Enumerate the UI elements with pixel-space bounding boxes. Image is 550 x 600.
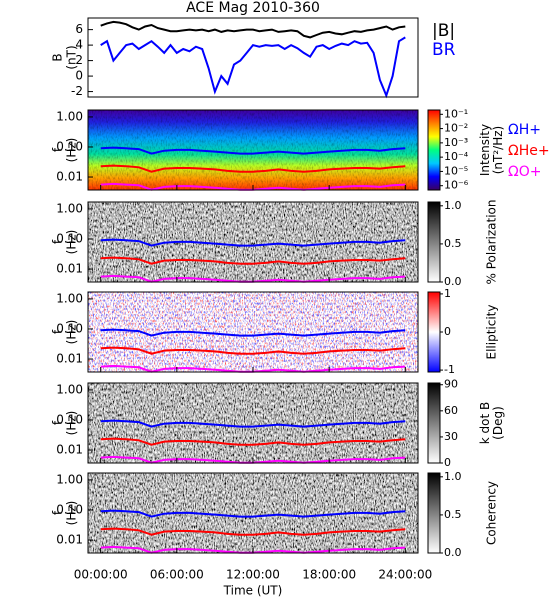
y-tick-label: 2 bbox=[75, 53, 83, 67]
y-axis-label: B bbox=[51, 53, 65, 61]
legend-label: ΩH+ bbox=[508, 122, 541, 138]
y-tick-label: 0.10 bbox=[56, 502, 83, 516]
colorbar-tick-label: 0.5 bbox=[444, 237, 462, 250]
colorbar-tick-label: 60 bbox=[444, 404, 458, 417]
series-line bbox=[100, 20, 406, 39]
series-line bbox=[100, 164, 406, 173]
y-tick-label: 0.01 bbox=[56, 443, 83, 457]
y-tick-label: 6 bbox=[75, 22, 83, 36]
chart-title: ACE Mag 2010-360 bbox=[186, 0, 320, 16]
colorbar-tick-label: 30 bbox=[444, 430, 458, 443]
colorbar-tick-label: 0.0 bbox=[444, 275, 462, 288]
colorbar-tick-label: -1 bbox=[444, 363, 455, 376]
y-axis-label: (Hz) bbox=[65, 230, 79, 255]
colorbar bbox=[427, 382, 441, 464]
y-tick-label: 4 bbox=[75, 38, 83, 52]
legend-label: ΩO+ bbox=[508, 164, 541, 180]
y-tick-label: 0 bbox=[75, 69, 83, 83]
colorbar-tick-label: 10⁻⁶ bbox=[444, 179, 469, 192]
y-tick-label: 0.10 bbox=[56, 231, 83, 245]
colorbar-label: % Polarization bbox=[485, 200, 499, 285]
y-axis-label: f bbox=[51, 329, 65, 334]
y-tick-label: 0.01 bbox=[56, 170, 83, 184]
y-axis-label: (Hz) bbox=[65, 411, 79, 436]
colorbar-tick-label: 0.0 bbox=[444, 546, 462, 559]
y-axis-label: f bbox=[51, 510, 65, 515]
series-line bbox=[100, 36, 406, 99]
series-line bbox=[100, 346, 406, 355]
y-tick-label: 1.00 bbox=[56, 472, 83, 486]
x-tick-label: 18:00:00 bbox=[302, 568, 356, 582]
legend-label: |B| bbox=[432, 21, 455, 41]
colorbar-label: k dot B bbox=[478, 402, 492, 444]
colorbar-label: Coherency bbox=[485, 481, 499, 545]
colorbar-tick-label: 1.0 bbox=[444, 199, 462, 212]
y-tick-label: 1.00 bbox=[56, 382, 83, 396]
colorbar-tick-label: 10⁻⁵ bbox=[444, 164, 468, 177]
colorbar-label: Ellipticity bbox=[485, 305, 499, 360]
colorbar-tick-label: 1.0 bbox=[444, 470, 462, 483]
y-axis-label: f bbox=[51, 420, 65, 425]
colorbar-tick-label: 0.5 bbox=[444, 508, 462, 521]
y-axis-label: (nT) bbox=[65, 45, 79, 69]
y-axis-label: (Hz) bbox=[65, 501, 79, 526]
legend-label: BR bbox=[432, 40, 456, 60]
y-axis-label: (Hz) bbox=[65, 138, 79, 163]
colorbar-tick-label: 10⁻⁴ bbox=[444, 150, 469, 163]
y-axis-label: f bbox=[51, 239, 65, 244]
y-tick-label: 1.00 bbox=[56, 201, 83, 215]
colorbar-tick-label: 90 bbox=[444, 378, 458, 391]
y-axis-label: f bbox=[51, 147, 65, 152]
colorbar-tick-label: 1 bbox=[444, 287, 451, 300]
y-tick-label: -2 bbox=[71, 84, 83, 98]
series-line bbox=[100, 509, 406, 518]
colorbar bbox=[427, 109, 441, 191]
colorbar-tick-label: 10⁻³ bbox=[444, 136, 468, 149]
colorbar bbox=[427, 291, 441, 373]
colorbar-label: (nT²/Hz) bbox=[491, 126, 505, 174]
y-tick-label: 0.10 bbox=[56, 139, 83, 153]
y-tick-label: 0.10 bbox=[56, 412, 83, 426]
legend-label: ΩHe+ bbox=[508, 143, 550, 159]
series-line bbox=[100, 146, 406, 155]
colorbar-label: (Deg) bbox=[491, 406, 505, 440]
series-line bbox=[100, 527, 406, 536]
colorbar bbox=[427, 472, 441, 554]
x-tick-label: 12:00:00 bbox=[226, 568, 280, 582]
colorbar-tick-label: 10⁻¹ bbox=[444, 107, 468, 120]
y-tick-label: 0.01 bbox=[56, 352, 83, 366]
series-line bbox=[100, 328, 406, 337]
y-tick-label: 1.00 bbox=[56, 109, 83, 123]
y-tick-label: 0.01 bbox=[56, 533, 83, 547]
plot-frame bbox=[87, 17, 419, 98]
series-line bbox=[100, 256, 406, 265]
colorbar-label: Intensity bbox=[478, 124, 492, 176]
x-tick-label: 00:00:00 bbox=[74, 568, 128, 582]
colorbar-tick-label: 0 bbox=[444, 325, 451, 338]
y-tick-label: 0.01 bbox=[56, 262, 83, 276]
series-line bbox=[100, 419, 406, 428]
x-tick-label: 24:00:00 bbox=[378, 568, 432, 582]
y-axis-label: (Hz) bbox=[65, 320, 79, 345]
x-tick-label: 06:00:00 bbox=[150, 568, 204, 582]
colorbar bbox=[427, 201, 441, 283]
y-tick-label: 0.10 bbox=[56, 321, 83, 335]
y-tick-label: 1.00 bbox=[56, 291, 83, 305]
x-axis-label: Time (UT) bbox=[223, 584, 283, 598]
series-line bbox=[100, 437, 406, 446]
colorbar-tick-label: 0 bbox=[444, 456, 451, 469]
series-line bbox=[100, 238, 406, 247]
colorbar-tick-label: 10⁻² bbox=[444, 122, 468, 135]
